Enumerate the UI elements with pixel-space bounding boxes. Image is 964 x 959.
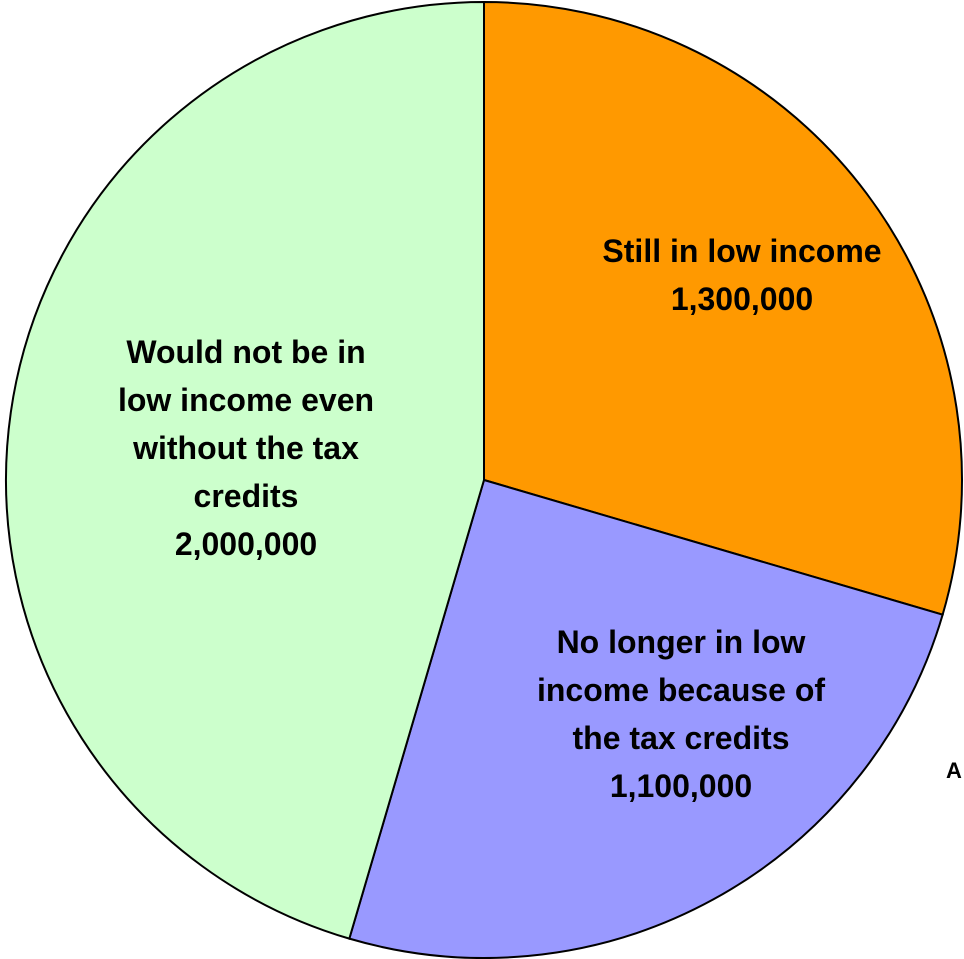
pie-slice-3 xyxy=(5,0,485,940)
pie-slice-1 xyxy=(483,0,963,616)
pie-slice-label-2: No longer in low income because of the tax… xyxy=(537,624,825,804)
slice-value-label: 1,100,000 xyxy=(610,768,752,804)
slice-label-line: income because of xyxy=(537,672,825,708)
slice-label-line: the tax credits xyxy=(573,720,790,756)
slice-value-label: 1,300,000 xyxy=(671,281,813,317)
slice-value-label: 2,000,000 xyxy=(175,526,317,562)
pie-labels: Still in low income 1,300,000 No longer in… xyxy=(118,233,882,804)
pie-slice-label-3: Would not be in low income even without th… xyxy=(118,334,374,562)
slice-label-line: Would not be in xyxy=(126,334,365,370)
pie-slice-2 xyxy=(348,478,944,959)
slice-label-line: without the tax xyxy=(132,430,359,466)
slice-label-line: Still in low income xyxy=(602,233,881,269)
slice-label-line: low income even xyxy=(118,382,374,418)
pie-slice-label-1: Still in low income 1,300,000 xyxy=(602,233,881,317)
slice-label-line: credits xyxy=(194,478,299,514)
stray-text: A xyxy=(946,758,962,783)
slice-label-line: No longer in low xyxy=(557,624,806,660)
pie-slices xyxy=(5,0,963,959)
